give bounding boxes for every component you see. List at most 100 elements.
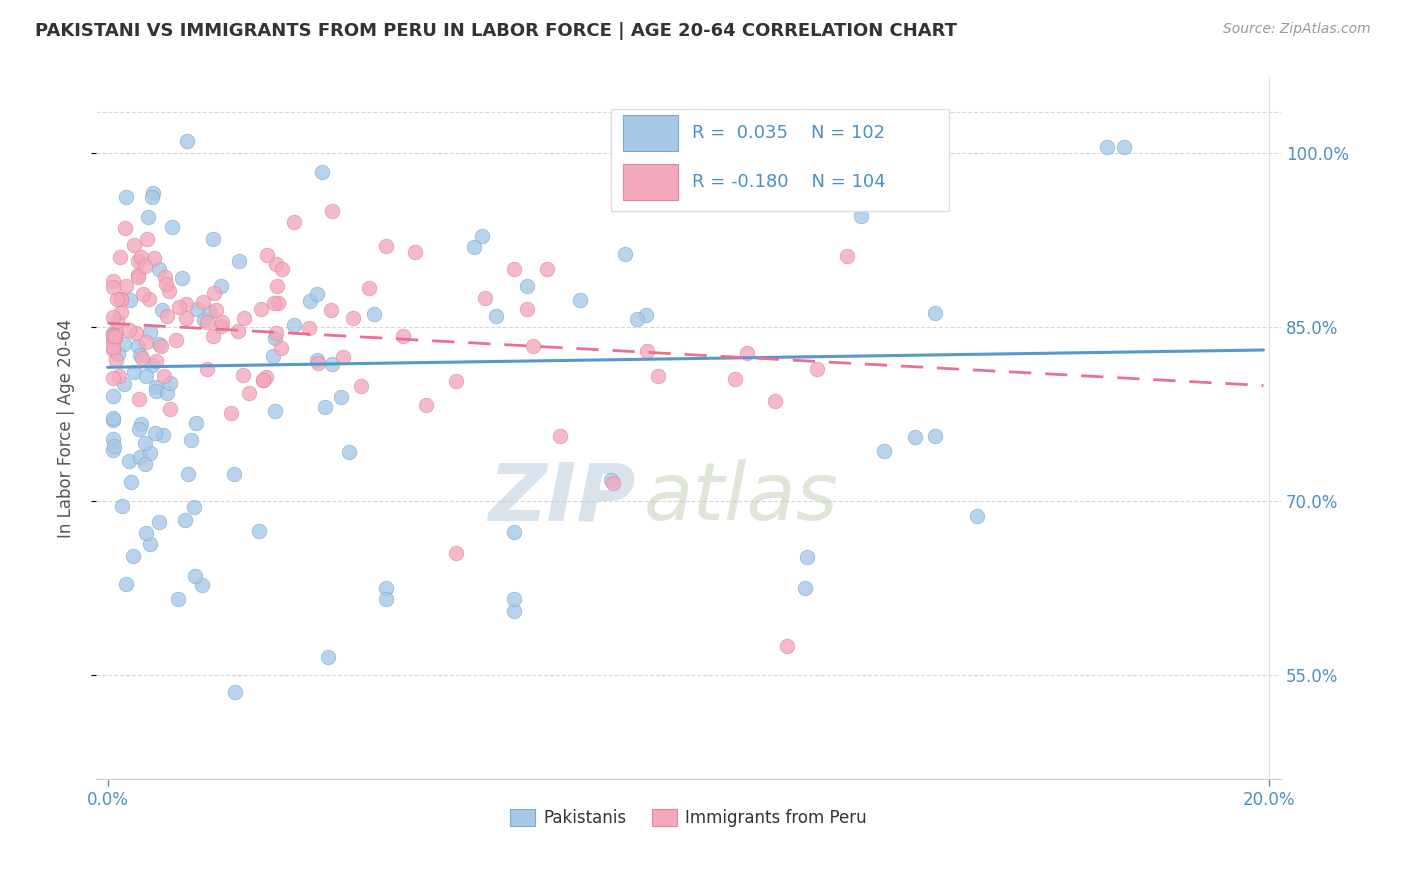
Point bbox=[128, 392, 150, 407]
Point bbox=[122, 549, 145, 563]
Point bbox=[1114, 140, 1136, 154]
Point bbox=[311, 165, 333, 179]
Point bbox=[125, 326, 148, 341]
Point bbox=[112, 336, 135, 351]
Point bbox=[176, 467, 198, 482]
Point bbox=[155, 277, 177, 291]
Point bbox=[305, 286, 328, 301]
Point bbox=[138, 537, 160, 551]
Point bbox=[283, 215, 305, 229]
Point bbox=[127, 270, 149, 285]
Point bbox=[105, 353, 128, 368]
Point bbox=[186, 416, 208, 430]
Point bbox=[103, 413, 125, 427]
Point bbox=[793, 581, 815, 595]
Point bbox=[104, 326, 127, 340]
Point bbox=[614, 246, 637, 260]
Point bbox=[569, 293, 592, 307]
Point bbox=[180, 433, 202, 447]
Point bbox=[209, 279, 232, 293]
Point bbox=[108, 250, 131, 264]
Point bbox=[463, 240, 485, 254]
FancyBboxPatch shape bbox=[623, 114, 678, 151]
Point bbox=[131, 287, 153, 301]
Point bbox=[193, 313, 215, 327]
Point bbox=[129, 250, 152, 264]
Point bbox=[202, 285, 225, 300]
Point bbox=[115, 190, 138, 204]
Point bbox=[118, 323, 141, 337]
Point bbox=[103, 327, 125, 342]
Point bbox=[128, 422, 150, 436]
Point bbox=[110, 293, 132, 307]
Point bbox=[904, 430, 927, 444]
Point bbox=[375, 238, 398, 252]
Point bbox=[103, 439, 125, 453]
Point bbox=[103, 443, 125, 458]
Point bbox=[298, 293, 321, 308]
Point bbox=[176, 134, 198, 148]
Point bbox=[142, 186, 165, 200]
Point bbox=[516, 301, 538, 316]
Point bbox=[337, 445, 360, 459]
Point bbox=[1095, 140, 1118, 154]
Point bbox=[202, 232, 225, 246]
Point bbox=[135, 334, 157, 349]
Point bbox=[264, 326, 287, 340]
Point bbox=[145, 379, 167, 393]
Point bbox=[127, 268, 149, 283]
Point bbox=[174, 297, 197, 311]
Point bbox=[195, 315, 218, 329]
Point bbox=[157, 284, 180, 298]
Point bbox=[264, 331, 287, 345]
Point bbox=[143, 425, 166, 440]
Point bbox=[186, 302, 208, 317]
Text: R =  0.035    N = 102: R = 0.035 N = 102 bbox=[692, 124, 886, 142]
Point bbox=[851, 209, 873, 223]
Point bbox=[110, 292, 132, 306]
Point bbox=[228, 253, 250, 268]
Point bbox=[131, 351, 153, 366]
Point bbox=[103, 329, 125, 343]
Point bbox=[138, 292, 160, 306]
Point bbox=[115, 279, 138, 293]
Point bbox=[375, 592, 398, 607]
Point bbox=[283, 318, 305, 332]
Point bbox=[444, 374, 467, 388]
Point bbox=[263, 295, 285, 310]
Text: R = -0.180    N = 104: R = -0.180 N = 104 bbox=[692, 173, 886, 191]
Point bbox=[724, 372, 747, 386]
Point bbox=[124, 237, 146, 252]
Point bbox=[107, 369, 129, 384]
Point bbox=[159, 401, 181, 416]
Point bbox=[763, 393, 786, 408]
Point bbox=[103, 340, 125, 354]
Point bbox=[105, 293, 128, 307]
Point bbox=[298, 321, 321, 335]
Point bbox=[191, 294, 214, 309]
Point bbox=[503, 525, 526, 540]
Point bbox=[105, 314, 128, 328]
Point bbox=[318, 650, 340, 665]
Point bbox=[636, 343, 658, 358]
Point bbox=[173, 513, 195, 527]
Text: PAKISTANI VS IMMIGRANTS FROM PERU IN LABOR FORCE | AGE 20-64 CORRELATION CHART: PAKISTANI VS IMMIGRANTS FROM PERU IN LAB… bbox=[35, 22, 957, 40]
Point bbox=[776, 639, 799, 653]
Point bbox=[141, 189, 163, 203]
Point bbox=[110, 499, 132, 513]
Point bbox=[160, 220, 183, 235]
Point bbox=[536, 262, 558, 277]
Point bbox=[267, 295, 290, 310]
Point bbox=[166, 333, 188, 347]
Point bbox=[924, 429, 946, 443]
Point bbox=[138, 325, 160, 339]
Point bbox=[471, 229, 494, 244]
Text: ZIP: ZIP bbox=[488, 459, 636, 537]
Point bbox=[321, 357, 343, 371]
Point bbox=[211, 315, 233, 329]
Point bbox=[110, 304, 132, 318]
Point bbox=[314, 400, 336, 414]
Point bbox=[107, 347, 129, 361]
Point bbox=[737, 346, 759, 360]
Point bbox=[357, 280, 380, 294]
